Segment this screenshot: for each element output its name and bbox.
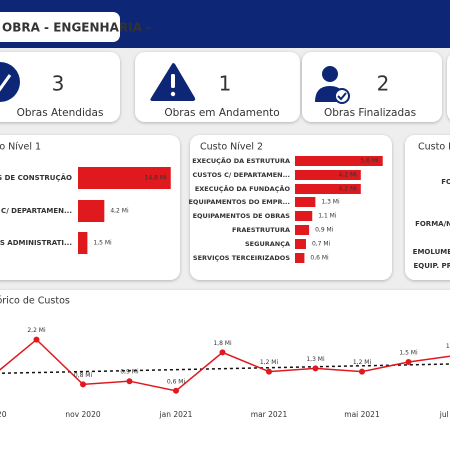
point (219, 349, 226, 356)
icon-person-head (322, 66, 338, 82)
category-label: EXECUÇÃO DA FUNDAÇÃO (195, 184, 291, 193)
value-label: 1,5 Mi (93, 240, 112, 247)
value-label: 1,8 Mi (213, 340, 232, 347)
x-tick-label: set 2020 (0, 410, 7, 419)
value-label: 0,9 Mi (315, 227, 334, 234)
point (173, 387, 179, 394)
x-tick-label: mai 2021 (344, 410, 380, 419)
icon-warning-bar (171, 74, 175, 88)
category-label: FORMA/N (415, 220, 450, 228)
value-label: 4,2 Mi (339, 172, 358, 179)
kpi-card (447, 54, 450, 120)
header-title: OBRA - ENGENHARIA - (2, 21, 151, 35)
category-label: DESPESAS ADMINISTRATI... (0, 239, 72, 247)
value-label: 0,7 Mi (312, 241, 331, 248)
icon-check (0, 62, 20, 102)
panel-title: Custo Nível 3 (418, 142, 450, 153)
point (126, 378, 133, 385)
category-label: SERVIÇOS TERCEIRIZADOS (193, 254, 290, 262)
kpi-value: 3 (52, 72, 65, 96)
category-label: EQUIPAMENTOS DE OBRAS (193, 212, 291, 220)
value-label: 14,8 Mi (145, 175, 167, 182)
x-tick-label: jul 2021 (439, 410, 450, 419)
value-label: 0,9 Mi (120, 369, 139, 376)
x-tick-label: mar 2021 (251, 410, 288, 419)
value-label: 1,5 Mi (399, 350, 418, 357)
panel (405, 135, 450, 280)
point (266, 368, 272, 375)
category-label: EXECUÇÃO DA ESTRUTURA (192, 156, 290, 165)
category-label: EQUIPAMENTOS DO EMPR... (188, 198, 290, 206)
point (33, 336, 40, 343)
point (359, 368, 365, 375)
value-label: 0,6 Mi (167, 378, 186, 385)
x-tick-label: jan 2021 (159, 410, 193, 419)
bar (295, 184, 361, 194)
value-label: 1,2 Mi (260, 359, 279, 366)
bar (295, 156, 383, 166)
bar (78, 232, 88, 254)
kpi-card (302, 52, 442, 122)
category-label: CUSTOS C/ DEPARTAMEN... (192, 171, 290, 179)
value-label: 0,8 Mi (74, 372, 93, 379)
value-label: 4,2 Mi (110, 208, 129, 215)
value-label: 1,1 Mi (318, 213, 337, 220)
value-label: 2,2 Mi (27, 327, 46, 334)
point (80, 381, 86, 388)
category-label: FO (441, 178, 450, 186)
category-label: SEGURANÇA (245, 240, 290, 248)
panel-title: Custo Nível 2 (200, 142, 263, 153)
bar (295, 253, 305, 263)
value-label: 1,3 Mi (321, 199, 340, 206)
panel (0, 290, 450, 450)
bar (295, 211, 313, 221)
icon-check-mark (0, 74, 12, 92)
category-label: CUSTOS C/ DEPARTAMEN... (0, 207, 72, 215)
icon-person-check (337, 92, 347, 101)
kpi-label: Obras em Andamento (164, 107, 279, 119)
panel-title: Histórico de Custos (0, 296, 70, 307)
point (405, 359, 412, 365)
panel-title: Custo Nível 1 (0, 142, 41, 153)
kpi-label: Obras Finalizadas (324, 107, 416, 119)
category-label: EQUIP. PR (414, 262, 450, 270)
bar (295, 197, 316, 207)
kpi-label: Obras Atendidas (17, 107, 104, 119)
icon-warning-dot (170, 91, 176, 97)
header-pill (0, 12, 120, 42)
value-label: 1,7 Mi (446, 343, 450, 350)
value-label: 1,2 Mi (353, 359, 372, 366)
bar (295, 239, 306, 249)
category-label: DESPESAS DE CONSTRUÇÃO (0, 173, 72, 182)
category-label: EMOLUME (413, 248, 450, 256)
icon-person-badge (334, 88, 350, 104)
kpi-value: 1 (219, 72, 232, 96)
value-label: 1,3 Mi (306, 356, 325, 363)
bar (295, 225, 310, 235)
bar (78, 200, 105, 222)
value-label: 0,6 Mi (310, 255, 329, 262)
value-label: 4,2 Mi (339, 186, 358, 193)
kpi-value: 2 (377, 72, 390, 96)
bar (78, 167, 171, 189)
bar (295, 170, 361, 180)
x-tick-label: nov 2020 (65, 410, 100, 419)
point (312, 365, 319, 372)
kpi-card (0, 52, 120, 122)
value-label: 5,6 Mi (360, 158, 379, 165)
category-label: FRAESTRUTURA (232, 226, 290, 234)
